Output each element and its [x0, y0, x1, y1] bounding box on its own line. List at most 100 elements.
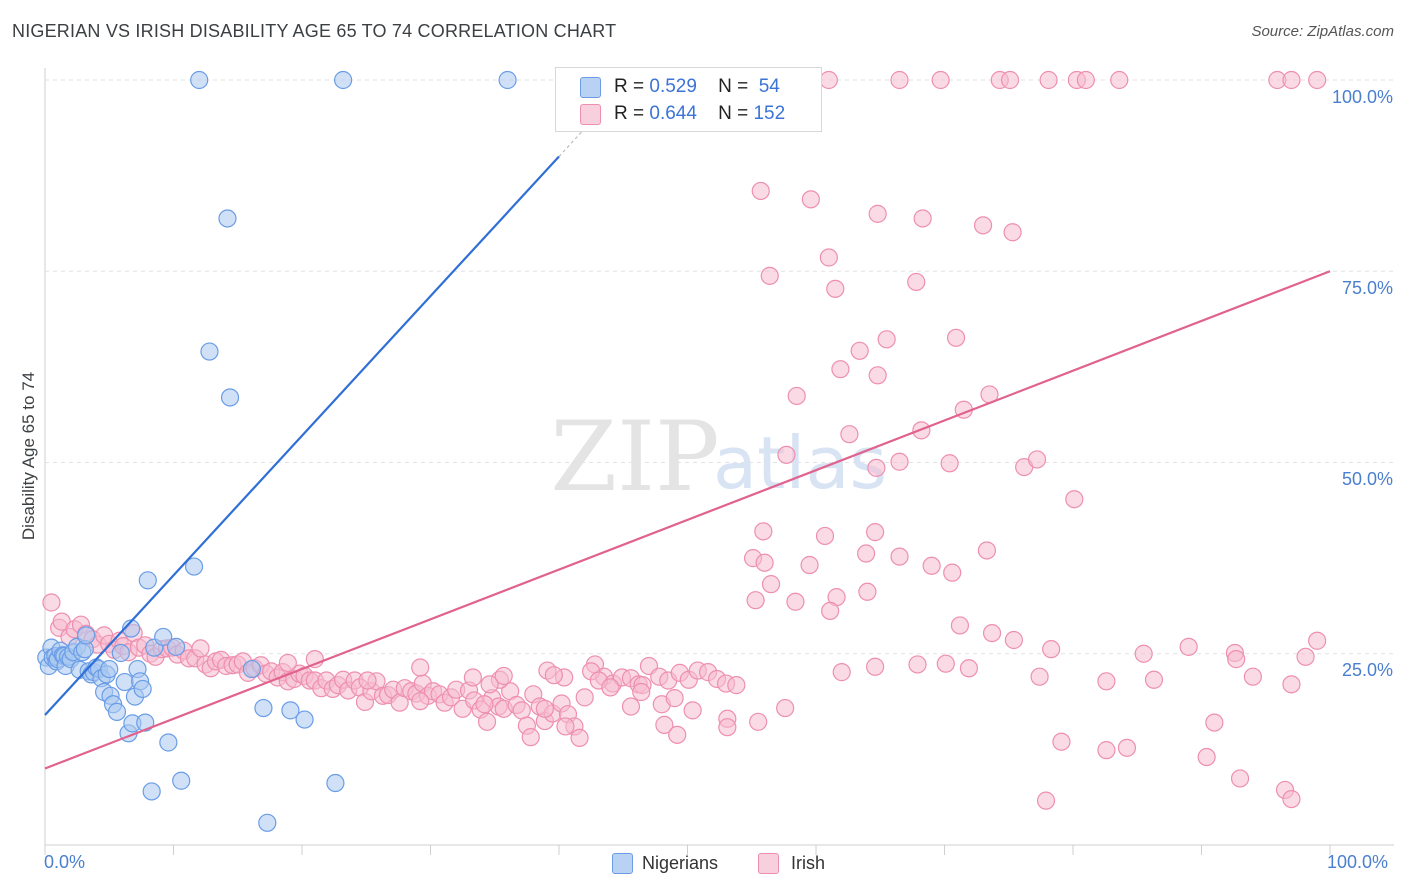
- irish-point: [850, 341, 869, 360]
- nigerians-swatch: [580, 77, 601, 98]
- watermark-atlas: atlas: [713, 421, 887, 505]
- irish-point: [973, 216, 993, 235]
- irish-point: [940, 454, 959, 473]
- irish-point: [913, 209, 932, 228]
- irish-point: [1197, 747, 1216, 767]
- irish-point: [1065, 490, 1084, 509]
- irish-trend-line: [44, 270, 1331, 770]
- nigerian-point: [166, 637, 186, 656]
- legend-text-nigerians: R = 0.529 N = 54: [614, 76, 780, 97]
- y-tick-label-100: 100.0%: [1331, 87, 1393, 107]
- irish-point: [494, 666, 513, 686]
- irish-point: [982, 623, 1002, 643]
- irish-point: [857, 544, 876, 563]
- irish-point: [1117, 738, 1137, 757]
- irish-point: [819, 248, 838, 267]
- nigerian-point: [138, 571, 157, 590]
- irish-point: [801, 190, 820, 209]
- correlation-legend: R = 0.529 N = 54 R = 0.644 N = 152: [555, 67, 822, 132]
- irish-point: [480, 675, 499, 694]
- irish-point: [668, 725, 687, 744]
- irish-point: [866, 657, 885, 676]
- irish-point: [544, 666, 563, 685]
- nigerian-point: [281, 701, 300, 720]
- irish-legend-swatch: [758, 853, 779, 874]
- irish-point: [521, 728, 540, 747]
- y-tick-label-75: 75.0%: [1341, 278, 1393, 298]
- irish-point: [877, 330, 896, 349]
- irish-point: [463, 668, 483, 687]
- irish-point: [621, 697, 641, 716]
- irish-point: [477, 712, 497, 731]
- irish-point: [1144, 670, 1164, 689]
- legend-text-irish: R = 0.644 N = 152: [614, 103, 786, 124]
- irish-point: [858, 582, 877, 601]
- y-axis-label: Disability Age 65 to 74: [19, 371, 38, 541]
- irish-n-value: 152: [753, 103, 786, 124]
- irish-point: [908, 655, 927, 674]
- x-tick-label-0: 0.0%: [44, 852, 86, 872]
- nigerian-point: [295, 710, 314, 729]
- irish-point: [936, 654, 955, 673]
- irish-point: [1027, 450, 1047, 469]
- irish-point: [655, 715, 674, 734]
- irish-point: [1282, 789, 1301, 809]
- irish-point: [755, 553, 774, 572]
- nigerian-point: [190, 70, 209, 90]
- irish-point: [570, 728, 589, 748]
- irish-point: [683, 701, 702, 720]
- irish-point: [1036, 791, 1056, 810]
- irish-point: [931, 70, 950, 90]
- nigerian-point: [200, 342, 219, 361]
- irish-point: [776, 698, 795, 718]
- irish-point: [840, 425, 859, 444]
- watermark-zip: ZIP: [550, 401, 719, 513]
- irish-point: [890, 70, 909, 90]
- irish-point: [1179, 637, 1198, 656]
- nigerian-point: [159, 733, 178, 752]
- irish-point: [1282, 70, 1301, 90]
- irish-point: [1052, 732, 1071, 751]
- irish-point: [950, 616, 970, 635]
- irish-point: [907, 272, 926, 292]
- irish-point: [1308, 631, 1327, 650]
- irish-point: [1296, 647, 1315, 666]
- irish-point: [1110, 70, 1129, 90]
- nigerian-point: [100, 659, 119, 679]
- nigerian-point: [77, 626, 96, 645]
- bottom-legend-nigerians: Nigerians: [612, 852, 742, 876]
- irish-point: [787, 386, 806, 406]
- irish-point: [959, 659, 979, 678]
- irish-point: [751, 181, 770, 201]
- irish-point: [821, 601, 840, 621]
- irish-point: [831, 360, 850, 379]
- nigerians-legend-swatch: [612, 853, 633, 874]
- nigerian-trend-line: [44, 155, 560, 716]
- y-tick-label-50: 50.0%: [1341, 469, 1393, 489]
- nigerian-point: [254, 698, 273, 718]
- irish-point: [1097, 672, 1116, 691]
- nigerian-point: [115, 672, 134, 692]
- irish-legend-label: Irish: [791, 853, 826, 873]
- irish-point: [1097, 741, 1116, 760]
- irish-point: [1282, 675, 1301, 694]
- nigerian-point: [258, 813, 277, 832]
- irish-point: [1042, 640, 1061, 659]
- nigerian-point: [498, 70, 517, 90]
- nigerian-point: [107, 702, 127, 721]
- irish-point: [1030, 667, 1049, 686]
- irish-point: [1134, 644, 1153, 663]
- irish-point: [1227, 650, 1246, 669]
- irish-point: [832, 663, 851, 682]
- irish-point: [868, 204, 887, 223]
- irish-point: [1076, 70, 1095, 90]
- irish-point: [556, 717, 575, 736]
- nigerian-point: [184, 557, 204, 576]
- irish-point: [946, 328, 966, 347]
- irish-point: [866, 523, 885, 542]
- irish-point: [191, 639, 210, 658]
- nigerian-point: [242, 659, 261, 679]
- irish-point: [868, 366, 887, 385]
- irish-point: [278, 653, 297, 673]
